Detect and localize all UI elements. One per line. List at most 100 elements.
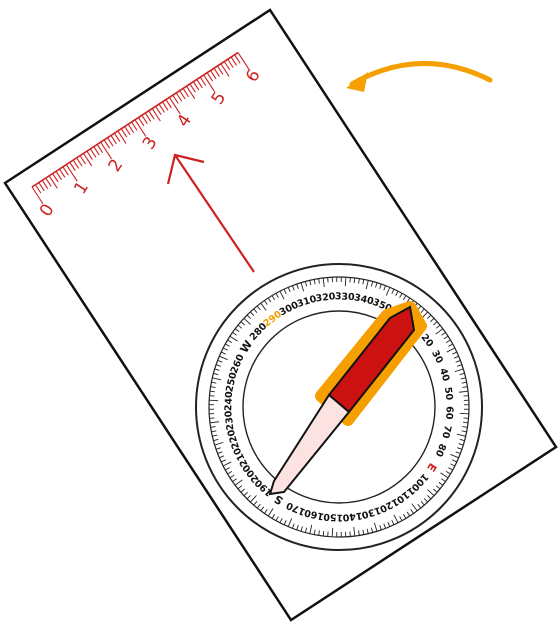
ruler-tick bbox=[38, 182, 45, 192]
dial-degree-label: 150 bbox=[323, 511, 344, 523]
dial-tick bbox=[237, 485, 243, 490]
dial-tick bbox=[362, 529, 365, 535]
ruler-tick bbox=[192, 81, 200, 91]
dial-degree-label: 160 bbox=[303, 507, 325, 522]
dial-tick bbox=[450, 463, 456, 467]
ruler-tick bbox=[210, 70, 217, 80]
ruler-tick bbox=[52, 173, 59, 183]
dial-tick bbox=[234, 479, 243, 486]
ruler-tick bbox=[134, 119, 147, 137]
ruler-tick bbox=[113, 132, 121, 142]
dial-tick bbox=[410, 509, 414, 514]
ruler-tick bbox=[79, 155, 86, 165]
dial-tick bbox=[214, 441, 224, 446]
dial-tick bbox=[353, 527, 356, 537]
ruler-tick bbox=[230, 56, 238, 66]
dial-tick bbox=[279, 518, 283, 524]
ruler-tick bbox=[206, 72, 214, 82]
dial-tick bbox=[304, 281, 308, 287]
dial-tick bbox=[215, 364, 221, 367]
dial-tick bbox=[383, 523, 387, 529]
ruler-tick bbox=[234, 54, 241, 64]
dial-degree-label: 50 bbox=[442, 386, 455, 401]
dial-tick bbox=[209, 421, 219, 424]
dial-tick bbox=[383, 285, 387, 291]
dial-tick bbox=[393, 514, 399, 524]
dial-tick bbox=[215, 447, 221, 450]
dial-tick bbox=[309, 280, 312, 286]
dial-tick bbox=[220, 351, 226, 355]
dial-degree-label: 40 bbox=[437, 367, 451, 383]
dial-degree-label: 250 bbox=[224, 371, 239, 393]
dial-tick bbox=[260, 506, 265, 512]
dial-tick bbox=[232, 332, 237, 336]
dial-tick bbox=[456, 433, 466, 437]
ruler-tick bbox=[76, 157, 83, 167]
ruler-tick bbox=[172, 94, 179, 104]
ruler-tick bbox=[220, 63, 230, 77]
dial-tick bbox=[227, 339, 233, 344]
dial-tick bbox=[291, 523, 295, 529]
dial-tick bbox=[210, 426, 216, 428]
ruler-tick bbox=[103, 139, 111, 149]
ruler-tick bbox=[165, 99, 172, 109]
dial-tick bbox=[457, 447, 463, 450]
dial-tick bbox=[420, 501, 425, 506]
dial-tick bbox=[406, 511, 411, 517]
dial-tick bbox=[212, 377, 222, 381]
dial-tick bbox=[435, 328, 444, 335]
ruler-tick bbox=[237, 52, 250, 70]
dial-tick bbox=[211, 430, 217, 433]
dial-tick bbox=[313, 529, 316, 535]
dial-tick bbox=[452, 351, 458, 355]
dial-tick bbox=[246, 495, 251, 500]
dial-degree-label: 230 bbox=[223, 410, 236, 431]
ruler-tick bbox=[137, 117, 145, 127]
ruler-tick bbox=[110, 135, 117, 145]
rotate-housing-arrow bbox=[346, 60, 493, 92]
ruler-tick bbox=[89, 148, 97, 158]
dial-tick bbox=[222, 347, 228, 351]
dial-tick bbox=[462, 426, 468, 428]
dial-tick bbox=[275, 293, 279, 298]
dial-tick bbox=[391, 520, 395, 526]
dial-tick bbox=[353, 277, 356, 283]
dial-tick bbox=[427, 314, 432, 319]
dial-tick bbox=[264, 509, 268, 514]
dial-tick bbox=[256, 305, 261, 311]
ruler-tick bbox=[131, 121, 138, 131]
dial-tick bbox=[296, 525, 299, 531]
dial-tick bbox=[391, 288, 395, 294]
dial-tick bbox=[318, 278, 320, 284]
dial-tick bbox=[438, 481, 444, 486]
dial-degree-label: 240 bbox=[223, 391, 235, 412]
dial-tick bbox=[300, 282, 305, 292]
dial-tick bbox=[283, 520, 287, 526]
dial-tick bbox=[358, 530, 360, 536]
dial-tick bbox=[322, 277, 325, 287]
dial-tick bbox=[373, 522, 378, 532]
ruler-tick bbox=[186, 85, 196, 100]
dial-tick bbox=[229, 335, 238, 342]
dial-tick bbox=[271, 513, 276, 519]
dial-tick bbox=[253, 308, 258, 313]
dial-tick bbox=[448, 467, 453, 471]
dial-tick bbox=[399, 516, 403, 521]
dial-tick bbox=[287, 518, 293, 527]
dial-tick bbox=[210, 386, 216, 388]
dial-tick bbox=[370, 527, 374, 533]
dial-degree-label: 330 bbox=[335, 291, 356, 303]
ruler-tick bbox=[144, 112, 152, 122]
dial-tick bbox=[304, 527, 308, 533]
ruler-tick bbox=[203, 74, 216, 92]
dial-tick bbox=[435, 485, 441, 490]
ruler-tick bbox=[213, 67, 220, 77]
dial-tick bbox=[411, 503, 418, 512]
dial-tick bbox=[445, 339, 451, 344]
ruler-tick bbox=[227, 58, 234, 68]
ruler-tick bbox=[162, 101, 169, 111]
dial-degree-label: 60 bbox=[443, 406, 455, 420]
dial-tick bbox=[291, 285, 295, 291]
ruler-tick bbox=[179, 90, 186, 100]
